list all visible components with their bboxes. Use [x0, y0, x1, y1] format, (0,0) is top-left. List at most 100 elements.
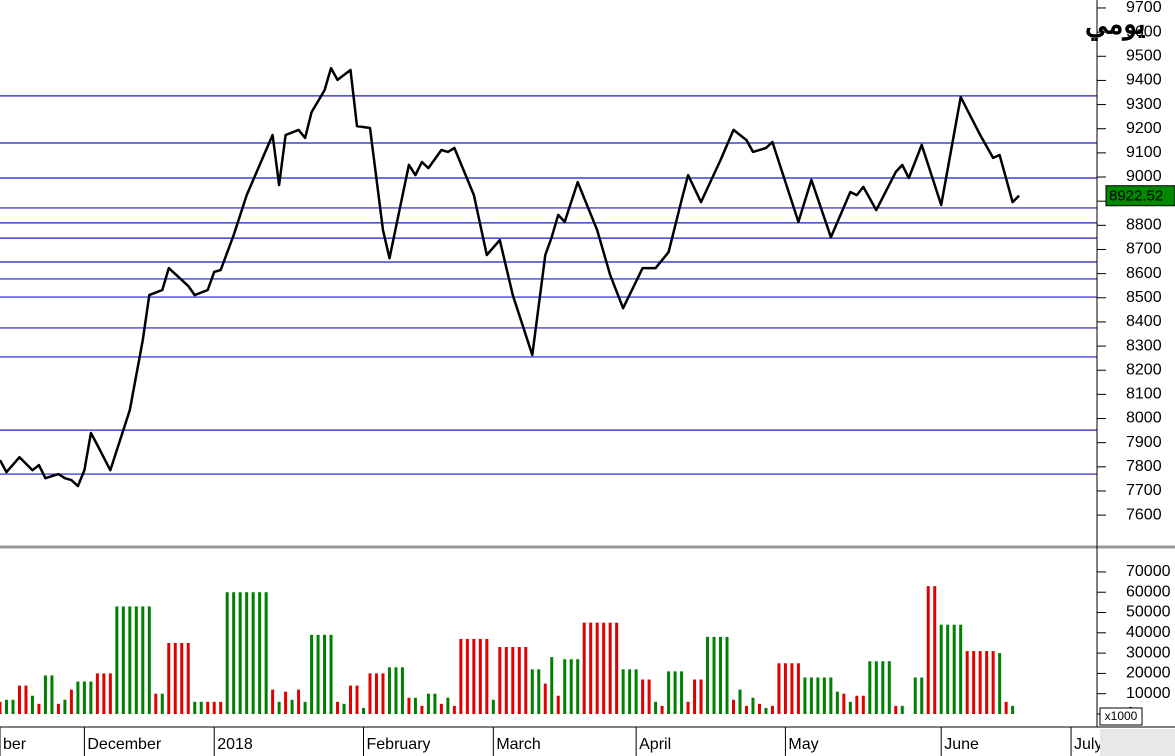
volume-bar	[900, 705, 904, 714]
last-value-label: 8922.52	[1109, 188, 1163, 205]
volume-bar	[199, 701, 203, 714]
x-tick-label: December	[87, 736, 161, 753]
volume-bar	[803, 677, 807, 714]
volume-bar	[394, 667, 398, 714]
volume-bar	[400, 667, 404, 714]
volume-bar	[770, 705, 774, 714]
x-tick-label: July	[1074, 736, 1102, 753]
volume-bar	[37, 703, 41, 714]
y-tick-label: 8300	[1126, 337, 1162, 354]
volume-bar	[362, 707, 366, 714]
y-tick-label: 9100	[1126, 144, 1162, 161]
x-tick-label: February	[367, 736, 431, 753]
volume-bar	[30, 695, 34, 714]
volume-bar	[323, 634, 327, 714]
volume-bar	[355, 685, 359, 714]
volume-bar	[524, 647, 528, 714]
x-tick-label: ber	[3, 736, 27, 753]
volume-bar	[154, 693, 158, 714]
volume-bar	[537, 669, 541, 714]
volume-bar	[621, 669, 625, 714]
y-tick-label: 9300	[1126, 96, 1162, 113]
volume-bar	[238, 592, 242, 714]
volume-bar	[128, 606, 132, 714]
volume-bar	[290, 699, 294, 714]
volume-bar	[1011, 705, 1015, 714]
y-tick-label: 9000	[1126, 168, 1162, 185]
volume-bar	[829, 677, 833, 714]
volume-bar	[887, 661, 891, 714]
volume-bar	[809, 677, 813, 714]
volume-bar	[757, 703, 761, 714]
volume-bar	[147, 606, 151, 714]
volume-bar	[933, 586, 937, 714]
y-tick-label: 30000	[1126, 644, 1171, 661]
volume-bar	[387, 667, 391, 714]
volume-bar	[790, 663, 794, 714]
volume-bar	[24, 685, 28, 714]
volume-bar	[310, 634, 314, 714]
volume-bar	[985, 651, 989, 714]
volume-bar	[978, 651, 982, 714]
volume-bar	[193, 701, 197, 714]
volume-bar	[498, 647, 502, 714]
volume-bar	[225, 592, 229, 714]
volume-bar	[478, 638, 482, 714]
volume-bar	[89, 681, 93, 714]
volume-bar	[485, 638, 489, 714]
volume-bar	[861, 695, 865, 714]
volume-bar	[894, 705, 898, 714]
volume-bar	[647, 679, 651, 714]
volume-bar	[920, 677, 924, 714]
y-tick-label: 8100	[1126, 386, 1162, 403]
volume-bar	[998, 653, 1002, 714]
y-tick-label: 60000	[1126, 583, 1171, 600]
y-tick-label: 40000	[1126, 624, 1171, 641]
volume-bar	[465, 638, 469, 714]
volume-bar	[628, 669, 632, 714]
volume-bar	[76, 681, 80, 714]
volume-bar	[212, 701, 216, 714]
volume-bar	[952, 624, 956, 714]
volume-bar	[615, 622, 619, 714]
chart-title: يومي	[1085, 8, 1146, 41]
last-value-box	[1105, 185, 1175, 207]
volume-bar	[576, 659, 580, 714]
volume-bar	[413, 697, 417, 714]
corner-box	[1100, 729, 1175, 756]
volume-bar	[693, 679, 697, 714]
volume-bar	[673, 671, 677, 714]
volume-bar	[141, 606, 145, 714]
volume-bar	[63, 699, 67, 714]
y-tick-label: 50000	[1126, 604, 1171, 621]
volume-bar	[744, 705, 748, 714]
volume-bar	[550, 657, 554, 714]
volume-bar	[206, 701, 210, 714]
volume-bar	[1004, 701, 1008, 714]
volume-bar	[868, 661, 872, 714]
volume-bar	[284, 691, 288, 714]
volume-bar	[783, 663, 787, 714]
volume-bar	[349, 685, 353, 714]
volume-bar	[95, 673, 99, 714]
volume-bar	[0, 701, 2, 714]
volume-bar	[569, 659, 573, 714]
volume-bar	[556, 695, 560, 714]
volume-bar	[167, 642, 171, 714]
y-tick-label: 8700	[1126, 241, 1162, 258]
volume-bar	[777, 663, 781, 714]
x-tick-label: June	[944, 736, 979, 753]
volume-bar	[4, 699, 8, 714]
volume-bar	[336, 701, 340, 714]
volume-bar	[186, 642, 190, 714]
volume-bar	[491, 699, 495, 714]
volume-bar	[602, 622, 606, 714]
volume-bar	[751, 697, 755, 714]
y-tick-label: 9600	[1126, 23, 1162, 40]
volume-bar	[439, 703, 443, 714]
volume-bar	[835, 691, 839, 714]
volume-bar	[459, 638, 463, 714]
volume-bar	[530, 669, 534, 714]
volume-bar	[134, 606, 138, 714]
unit-box	[1099, 707, 1143, 726]
